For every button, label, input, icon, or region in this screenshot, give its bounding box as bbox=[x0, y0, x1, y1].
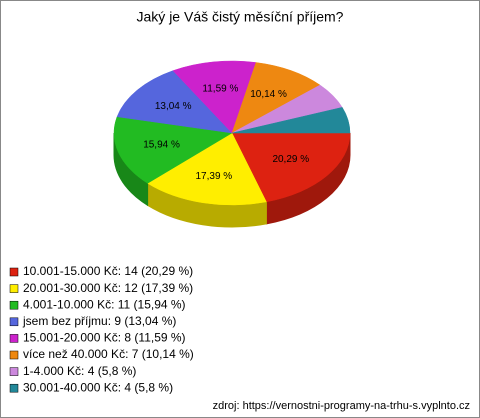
legend-swatch bbox=[9, 267, 19, 277]
slice-label: 20,29 % bbox=[272, 154, 309, 165]
pie-slice bbox=[116, 70, 233, 134]
legend-swatch bbox=[9, 300, 19, 310]
legend-swatch bbox=[9, 383, 19, 393]
slice-label: 13,04 % bbox=[155, 101, 192, 112]
slice-label: 10,14 % bbox=[250, 89, 287, 100]
legend-label: 1-4.000 Kč: 4 (5,8 %) bbox=[23, 364, 136, 378]
legend-label: 15.001-20.000 Kč: 8 (11,59 %) bbox=[23, 331, 186, 345]
slice-label: 11,59 % bbox=[202, 84, 238, 95]
source-note: zdroj: https://vernostni-programy-na-trh… bbox=[213, 400, 470, 412]
pie-slice bbox=[231, 62, 321, 134]
slice-label: 17,39 % bbox=[196, 171, 233, 182]
legend-label: 4.001-10.000 Kč: 11 (15,94 %) bbox=[23, 297, 186, 311]
pie-slice bbox=[147, 132, 267, 206]
pie-slice bbox=[172, 60, 257, 134]
legend-swatch bbox=[9, 317, 19, 327]
legend-label: 30.001-40.000 Kč: 4 (5,8 %) bbox=[23, 380, 173, 394]
legend-swatch bbox=[9, 334, 19, 343]
legend-swatch bbox=[9, 284, 19, 293]
legend-label: více než 40.000 Kč: 7 (10,14 %) bbox=[23, 347, 194, 361]
pie-slice bbox=[231, 107, 351, 134]
legend-swatch bbox=[9, 350, 19, 360]
legend-label: 20.001-30.000 Kč: 12 (17,39 %) bbox=[23, 281, 193, 295]
pie-slice bbox=[231, 132, 351, 203]
legend-label: jsem bez příjmu: 9 (13,04 %) bbox=[22, 314, 176, 328]
legend-swatch bbox=[9, 367, 19, 376]
slice-label: 15,94 % bbox=[143, 140, 180, 151]
pie-slice bbox=[113, 116, 233, 184]
chart-title: Jaký je Váš čistý měsíční příjem? bbox=[137, 9, 344, 25]
legend-label: 10.001-15.000 Kč: 14 (20,29 %) bbox=[23, 264, 193, 278]
